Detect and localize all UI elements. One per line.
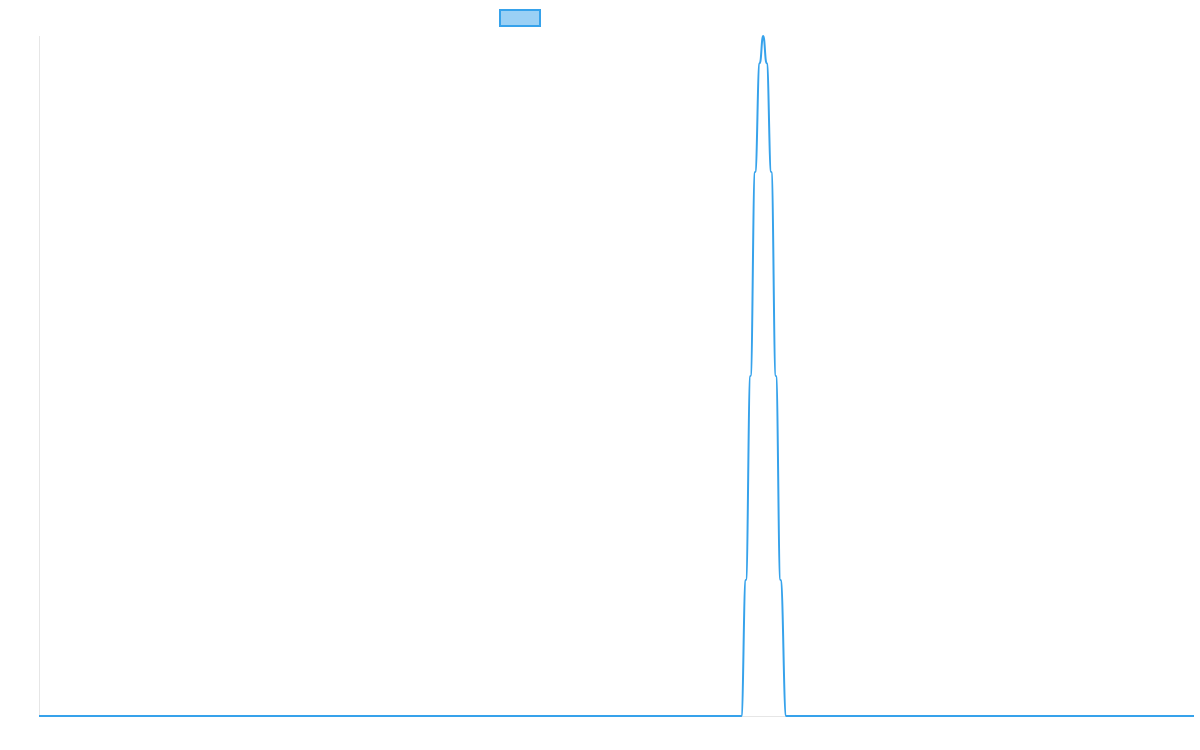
legend[interactable] [499,9,541,27]
axes [39,36,1194,717]
legend-swatch[interactable] [499,9,541,27]
series-line-0 [39,35,1194,718]
series-layer [39,35,1194,718]
